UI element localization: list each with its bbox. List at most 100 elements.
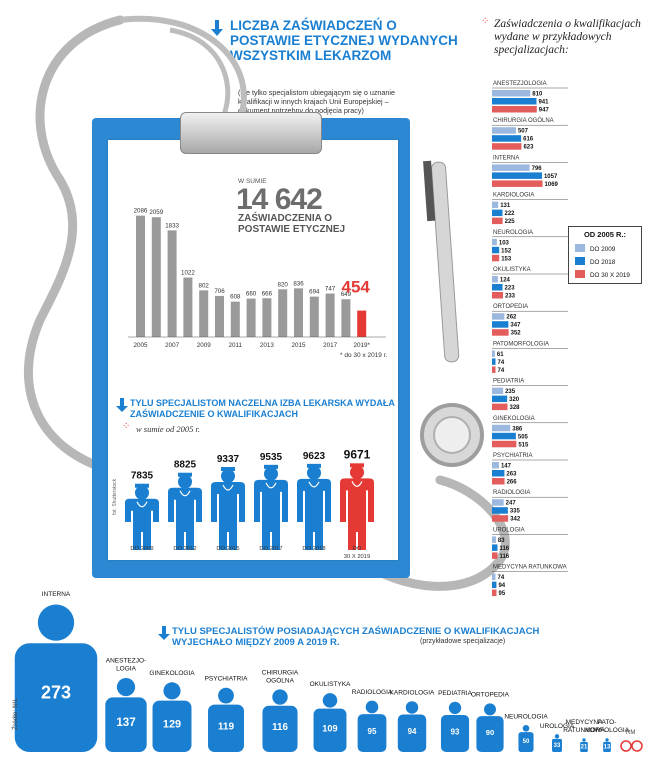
legend: OD 2005 R.: DO 2009 DO 2018 DO 30 X 2019: [568, 226, 642, 284]
ethics-bar: [183, 277, 193, 337]
spec-bar-value: 320: [509, 397, 520, 403]
arrow-down-icon: [116, 398, 128, 417]
spec-bar: [492, 403, 508, 411]
doctor-figure-icon: [297, 463, 331, 550]
ethics-bar-label-highlight: 454: [342, 278, 371, 297]
doctor-figure-icon: [254, 464, 288, 550]
spec-bar: [492, 98, 537, 105]
rm-logo-mark: [620, 740, 643, 752]
person-icon: [476, 703, 504, 752]
doctor-value-label: 9671: [344, 447, 371, 461]
spec-bar: [492, 321, 509, 328]
ethics-bar: [357, 310, 367, 337]
legend-swatch: [575, 257, 585, 265]
spec-bar-value: 153: [501, 256, 512, 262]
legend-label: DO 2018: [590, 259, 616, 266]
spec-bar: [492, 544, 498, 551]
ethics-bar-label: 1833: [165, 222, 179, 229]
main-subtitle: (nie tylko specjalistom ubiegającym się …: [238, 88, 396, 115]
person-category-label: NEUROLOGIA: [504, 714, 548, 721]
dots-icon: ⁘: [481, 16, 490, 27]
person-value-label: 94: [408, 727, 417, 736]
spec-bar-value: 131: [500, 203, 511, 209]
spec-category-label: RADIOLOGIA: [493, 490, 530, 496]
person-icon: [440, 701, 470, 752]
ethics-tick-label: 2011: [229, 342, 243, 349]
spec-category-label: PSYCHIATRIA: [493, 453, 533, 459]
spec-bar: [492, 358, 496, 365]
ethics-bar: [230, 301, 240, 337]
spec-bar: [492, 515, 509, 522]
spec-category-label: PATOMORFOLOGIA: [493, 341, 549, 347]
doctor-date-label: DO 2012: [173, 546, 196, 552]
spec-bar-value: 266: [507, 480, 518, 486]
spec-bar-value: 507: [518, 129, 529, 135]
ethics-tick-label: 2007: [165, 342, 180, 349]
spec-bar: [492, 172, 542, 179]
doctor-date-label: DO 2015: [216, 546, 239, 552]
ethics-bar: [278, 289, 288, 337]
spec-bar: [492, 180, 543, 187]
person-category-label: PATO-: [598, 719, 617, 726]
spec-bar-value: 61: [497, 352, 504, 358]
person-icon: [397, 701, 427, 752]
doctor-value-label: 9623: [303, 451, 326, 462]
person-value-label: 13: [604, 745, 611, 751]
arrow-down-icon: [210, 20, 224, 41]
total-caption: W SUMIE: [238, 178, 267, 185]
doctor-figure-icon: [211, 467, 245, 550]
person-icon: [518, 724, 534, 752]
spec-category-label: INTERNA: [493, 155, 519, 161]
spec-bar: [492, 143, 522, 150]
doctors-icon-chart: 7835 DO 2009 8825 DO 2012 9337 DO 2015 9535 DO …: [125, 447, 374, 560]
spec-category-label: CHIRURGIA OGÓLNA: [493, 117, 554, 124]
ethics-tick-label: 2013: [260, 342, 275, 349]
spec-category-label: OKULISTYKA: [493, 267, 531, 273]
person-icon: [152, 682, 192, 752]
ethics-bar-label: 649: [341, 291, 352, 298]
specialists-subtitle: w sumie od 2005 r.: [136, 424, 200, 434]
person-icon: [105, 677, 147, 752]
ethics-bar-label: 706: [214, 288, 225, 295]
doctor-date-label: DO 2017: [259, 546, 282, 552]
spec-bar-value: 233: [505, 294, 516, 300]
person-value-label: 50: [523, 739, 530, 745]
doctor-value-label: 9535: [260, 452, 283, 463]
ethics-bar-label: 2059: [149, 209, 163, 216]
ethics-bar: [215, 295, 224, 337]
spec-bar: [492, 536, 496, 543]
person-value-label: 137: [116, 717, 135, 729]
ethics-bar: [294, 288, 303, 337]
spec-bar: [492, 313, 505, 320]
doctor-value-label: 8825: [174, 460, 197, 471]
ethics-bar-label: 1022: [181, 270, 195, 277]
spec-category-label: PEDIATRIA: [493, 379, 524, 385]
spec-bar-value: 335: [510, 509, 521, 515]
person-category-label: PSYCHIATRIA: [205, 676, 249, 683]
ethics-bar-label: 836: [293, 280, 304, 287]
person-icon: [208, 687, 244, 752]
ethics-bar: [167, 230, 177, 337]
spec-bar: [492, 217, 503, 225]
person-icon: [580, 738, 588, 752]
spec-bar-value: 947: [539, 108, 550, 114]
spec-bar: [492, 276, 498, 283]
ethics-bar: [341, 299, 351, 337]
spec-bar-value: 328: [510, 405, 521, 411]
spec-bar: [492, 573, 496, 581]
person-value-label: 273: [41, 682, 71, 702]
ethics-tick-label: 2019*: [353, 342, 370, 349]
ethics-bar-label: 666: [262, 290, 273, 297]
person-category-label: RADIOLOGIA: [352, 689, 393, 696]
spec-bar: [492, 589, 497, 597]
moved-subtitle: (przykładowe specjalizacje): [420, 638, 506, 645]
ethics-bar: [136, 215, 145, 337]
spec-bar-value: 1069: [545, 182, 559, 188]
legend-label: DO 30 X 2019: [590, 272, 630, 279]
doctor-value-label: 7835: [131, 471, 154, 482]
spec-bar: [492, 366, 496, 373]
total-value: 14 642: [236, 183, 323, 216]
spec-category-label: ANESTEZJOLOGIA: [493, 81, 547, 87]
person-category-label: KARDIOLOGIA: [390, 689, 435, 696]
ethics-tick-label: 2009: [197, 342, 212, 349]
